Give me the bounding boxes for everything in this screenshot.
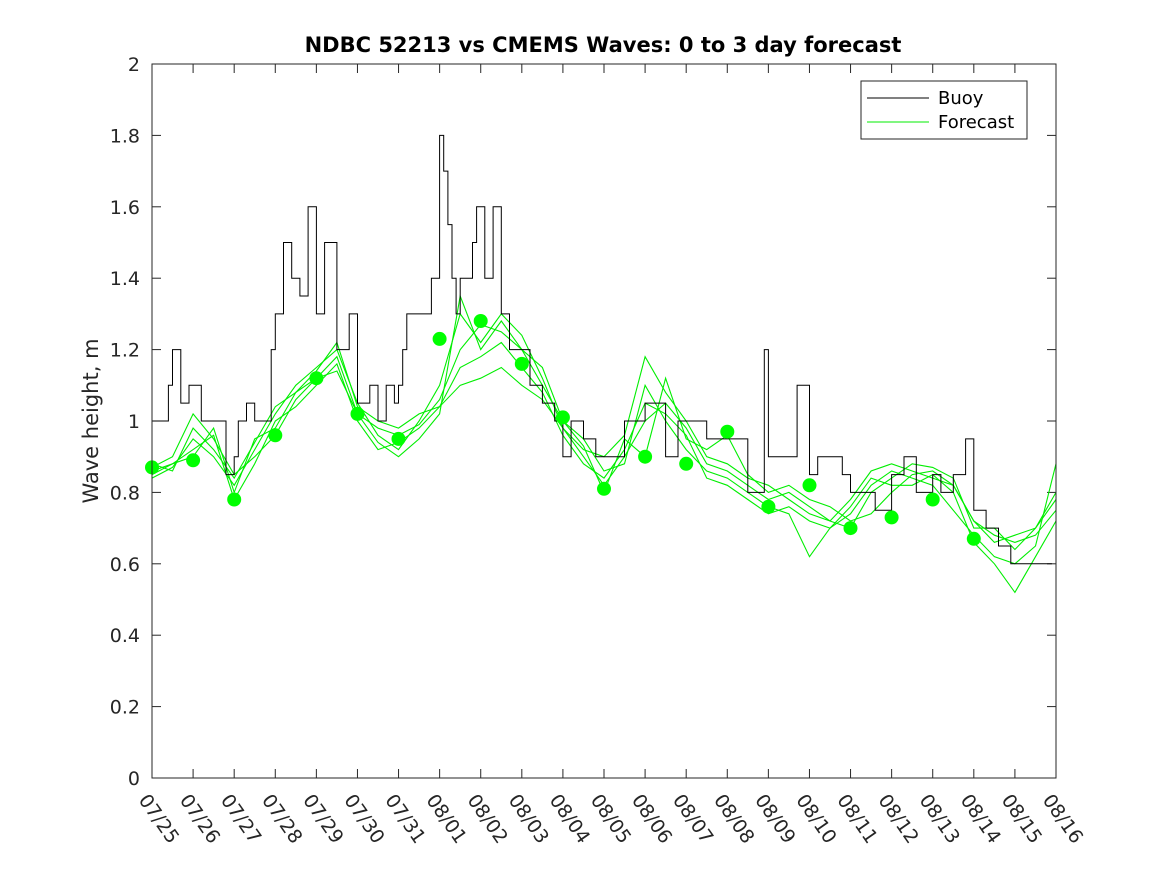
y-tick-label: 1.2 <box>110 340 140 362</box>
forecast-point <box>473 314 488 328</box>
forecast-line-4 <box>151 341 1057 594</box>
forecast-point <box>268 428 283 443</box>
forecast-markers <box>145 314 981 546</box>
forecast-point <box>186 453 201 468</box>
forecast-point <box>391 431 406 446</box>
y-tick-label: 1.8 <box>110 125 140 147</box>
y-tick-label: 0.6 <box>110 554 140 576</box>
forecast-point <box>597 481 611 496</box>
forecast-point <box>884 510 899 525</box>
y-tick-labels: 0 0.2 0.4 0.6 0.8 1 1.2 1.4 1.6 1.8 2 <box>110 54 140 790</box>
y-tick-label: 1.6 <box>110 197 140 219</box>
forecast-point <box>350 406 365 421</box>
forecast-point <box>720 424 735 439</box>
forecast-point <box>925 492 940 507</box>
legend: Buoy Forecast <box>860 80 1028 140</box>
y-tick-label: 1 <box>128 411 140 433</box>
legend-forecast-label: Forecast <box>938 112 1014 133</box>
plot-area <box>152 64 1056 778</box>
forecast-point <box>679 456 694 471</box>
y-tick-label: 2 <box>128 54 140 76</box>
forecast-point <box>514 356 529 371</box>
chart-title: NDBC 52213 vs CMEMS Waves: 0 to 3 day fo… <box>305 33 902 57</box>
legend-box <box>860 80 1028 140</box>
y-tick-label: 0 <box>128 768 140 790</box>
y-axis-label: Wave height, m <box>79 338 103 503</box>
forecast-point <box>555 410 570 425</box>
forecast-point <box>638 449 653 464</box>
y-tick-label: 0.4 <box>110 625 140 647</box>
y-tick-label: 0.8 <box>110 482 140 504</box>
forecast-line-3 <box>151 293 1057 565</box>
buoy-line-group <box>152 134 1052 565</box>
plot-frame <box>151 63 1057 779</box>
forecast-point <box>309 371 324 386</box>
forecast-point <box>966 531 981 546</box>
y-tick-label: 0.2 <box>110 697 140 719</box>
y-tick-label: 1.4 <box>110 268 140 290</box>
legend-buoy-label: Buoy <box>938 88 984 109</box>
buoy-line <box>152 134 1052 565</box>
forecast-point <box>802 478 817 493</box>
forecast-point <box>761 499 776 514</box>
forecast-point <box>432 331 447 346</box>
forecast-point <box>843 521 858 536</box>
forecast-point <box>227 492 242 507</box>
